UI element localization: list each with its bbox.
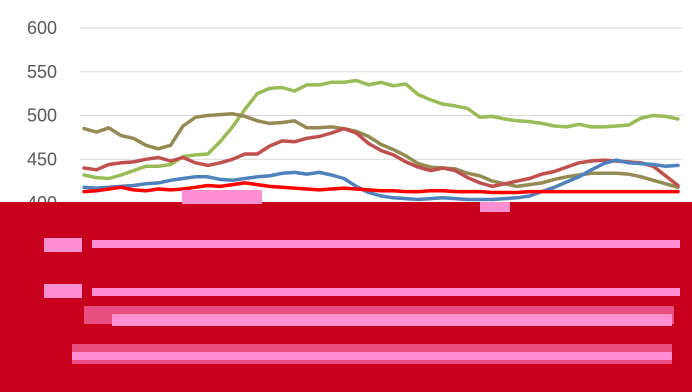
y-tick-label: 500 bbox=[27, 106, 57, 126]
y-tick-label: 600 bbox=[27, 18, 57, 38]
corrupted-overlay bbox=[0, 190, 692, 392]
corruption-stripe bbox=[92, 240, 680, 248]
corruption-stripe bbox=[92, 288, 680, 296]
series-line-4 bbox=[82, 158, 680, 202]
series-line-5 bbox=[82, 181, 680, 195]
series-line-1 bbox=[82, 78, 680, 181]
corruption-patch bbox=[480, 202, 510, 212]
corruption-patch bbox=[72, 344, 672, 364]
series-line-3 bbox=[82, 126, 680, 189]
y-axis-tick-labels: 400450500550600 bbox=[27, 18, 57, 213]
corruption-patch bbox=[44, 284, 82, 298]
corruption-patch bbox=[182, 190, 262, 204]
y-tick-label: 450 bbox=[27, 149, 57, 169]
corruption-patch bbox=[84, 306, 674, 324]
series-lines bbox=[82, 78, 680, 202]
gridlines bbox=[80, 27, 682, 204]
corruption-patch bbox=[44, 238, 82, 252]
y-tick-label: 550 bbox=[27, 62, 57, 82]
